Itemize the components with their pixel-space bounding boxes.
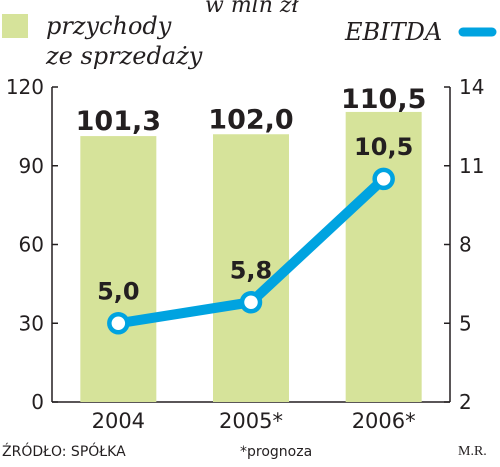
legend-bar-label-line1: przychody: [46, 12, 172, 40]
ebitda-point: [372, 167, 395, 191]
unit-label: w mln zł: [205, 0, 299, 18]
left-tick-label: 90: [19, 154, 44, 178]
left-axis-ticks: 0 30 60 90 120: [6, 75, 58, 414]
x-tick-label: 2006*: [352, 409, 416, 433]
ebitda-value-label: 10,5: [354, 133, 413, 161]
right-tick-label: 5: [459, 311, 472, 335]
bar-value-labels: 101,3 102,0 110,5: [76, 84, 427, 137]
x-axis-labels: 2004 2005* 2006*: [92, 409, 416, 433]
right-tick-label: 11: [459, 154, 484, 178]
ebitda-series: 5,0 5,8 10,5: [97, 133, 413, 335]
left-tick-label: 120: [6, 75, 44, 99]
right-tick-label: 8: [459, 233, 472, 257]
bar-2006: [345, 111, 422, 402]
bars: [80, 111, 422, 402]
bar-2005: [213, 134, 289, 402]
source-note: ŹRÓDŁO: SPÓŁKA: [2, 444, 126, 460]
legend-bar-swatch: [2, 14, 28, 38]
bar-value-label: 101,3: [76, 106, 161, 137]
ebitda-point: [239, 291, 263, 314]
legend-line-label: EBITDA: [344, 18, 442, 46]
left-tick-label: 60: [19, 233, 44, 257]
right-axis-ticks: 2 5 8 11 14: [444, 75, 484, 414]
ebitda-value-label: 5,0: [97, 277, 140, 305]
left-tick-label: 30: [19, 311, 44, 335]
bar-2004: [80, 136, 157, 402]
author-initials: M.R.: [458, 444, 487, 459]
legend-bar-label-line2: ze sprzedaży: [45, 42, 203, 70]
x-tick-label: 2005*: [219, 409, 283, 433]
x-tick-label: 2004: [92, 409, 145, 433]
ebitda-value-label: 5,8: [230, 256, 273, 284]
right-tick-label: 14: [459, 75, 484, 99]
ebitda-point: [107, 312, 130, 335]
left-tick-label: 0: [31, 390, 44, 414]
bar-value-label: 102,0: [208, 104, 293, 135]
bar-value-label: 110,5: [341, 84, 426, 115]
forecast-note: *prognoza: [240, 444, 313, 460]
right-tick-label: 2: [459, 390, 472, 414]
